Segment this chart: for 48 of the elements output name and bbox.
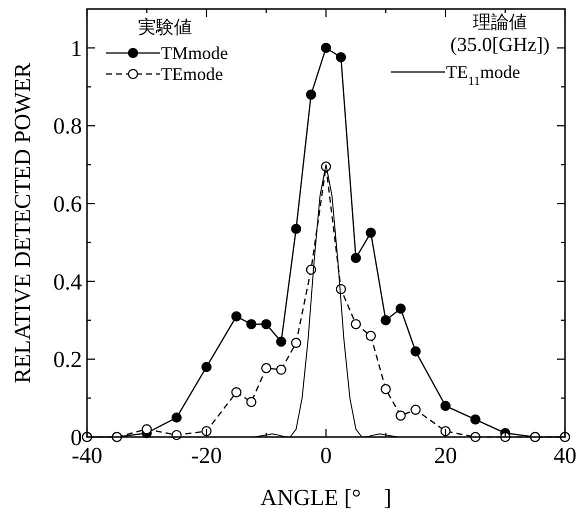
point [440, 400, 451, 411]
point [440, 426, 451, 436]
point [336, 52, 346, 62]
y-tick-label: 0.2 [53, 347, 82, 372]
point [306, 90, 316, 100]
point [246, 396, 256, 408]
y-tick-label: 0.8 [53, 114, 82, 139]
point [320, 42, 332, 54]
point [410, 404, 421, 415]
legend-label: TEmode [161, 64, 223, 84]
point [366, 330, 376, 341]
point [396, 410, 406, 421]
point [261, 319, 272, 330]
point [276, 336, 286, 347]
point [410, 346, 421, 356]
point [172, 412, 182, 423]
point [201, 362, 212, 372]
y-tick-label: 0.4 [53, 269, 82, 294]
point [366, 228, 376, 238]
point [231, 387, 242, 398]
point [276, 364, 286, 375]
y-tick-label: 0.6 [53, 192, 82, 217]
x-axis-title: ANGLE [° ] [260, 485, 392, 510]
y-axis-title: RELATIVE DETECTED POWER [10, 62, 35, 384]
point [246, 319, 256, 330]
annotation: 理論値 [473, 12, 527, 33]
point [396, 304, 406, 314]
y-tick-label: 0 [70, 425, 82, 450]
x-tick-label: -20 [191, 443, 222, 468]
point [291, 224, 302, 234]
x-tick-label: 0 [320, 443, 332, 468]
legend-title: 実験値 [138, 17, 192, 38]
point [231, 311, 242, 322]
point [350, 319, 361, 330]
legend-label: TMmode [161, 43, 228, 63]
point [380, 315, 391, 326]
point [350, 252, 361, 264]
legend-label: TE$_{11}$mode [446, 62, 520, 88]
point [142, 424, 152, 434]
point [380, 384, 391, 394]
x-tick-label: 40 [554, 443, 576, 468]
point [201, 426, 212, 436]
x-tick-label: 20 [434, 443, 457, 468]
point [261, 363, 272, 374]
annotation: (35.0[GHz]) [450, 34, 550, 56]
point [470, 414, 480, 425]
point [291, 338, 302, 348]
y-tick-label: 1 [70, 36, 82, 61]
